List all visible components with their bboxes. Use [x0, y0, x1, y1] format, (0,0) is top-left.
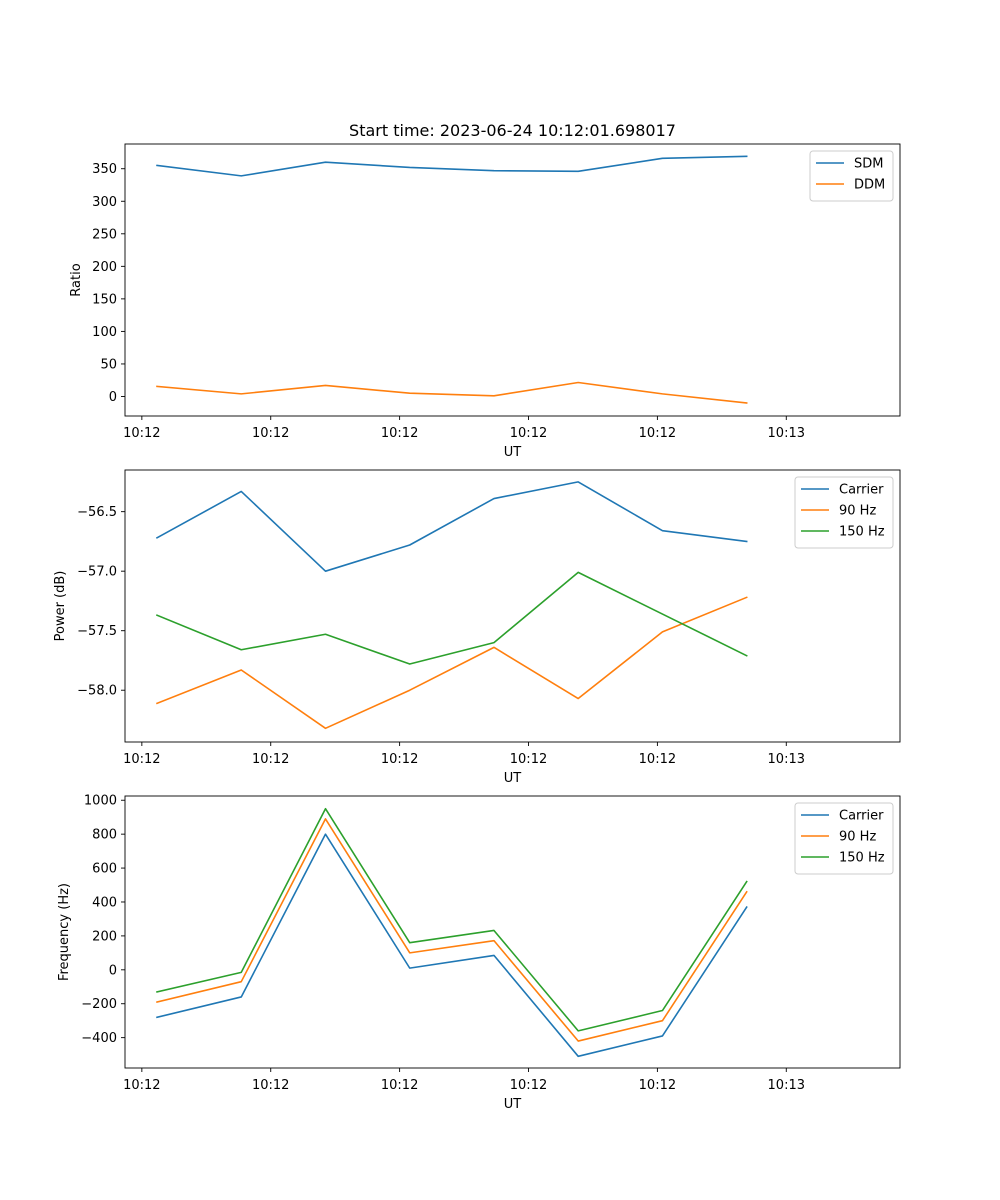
power-series-90-hz-line — [155, 596, 748, 730]
frequency-x-tick-label: 10:12 — [381, 1078, 418, 1093]
power-legend-label-90-hz: 90 Hz — [839, 504, 876, 519]
power-y-axis-label: Power (dB) — [53, 571, 68, 642]
ratio-y-tick-label: 150 — [92, 292, 117, 307]
ratio-y-tick-label: 250 — [92, 227, 117, 242]
ratio-series-sdm-line — [156, 155, 748, 177]
ratio-axes-frame — [124, 143, 901, 417]
frequency-y-tick-label: −400 — [81, 1031, 117, 1046]
frequency-legend-label-carrier: Carrier — [839, 809, 884, 824]
frequency-y-tick-label: 600 — [92, 862, 117, 877]
frequency-y-axis-label: Frequency (Hz) — [57, 883, 72, 981]
frequency-y-tick-label: 200 — [92, 929, 117, 944]
power-y-tick-label: −57.0 — [77, 565, 117, 580]
power-x-tick-label: 10:12 — [381, 752, 418, 767]
frequency-y-tick-label: 1000 — [84, 794, 117, 809]
chart-title: Start time: 2023-06-24 10:12:01.698017 — [349, 121, 676, 140]
frequency-series-90-hz-line — [156, 818, 748, 1042]
ratio-y-tick-label: 350 — [92, 162, 117, 177]
power-legend-label-carrier: Carrier — [839, 483, 884, 498]
power-panel: 10:12 10:12 10:12 10:12 10:12 10:13 −58.0 −57.5… — [53, 469, 901, 786]
frequency-y-tick-label: 400 — [92, 895, 117, 910]
frequency-x-tick-label: 10:12 — [123, 1078, 160, 1093]
ratio-x-tick-label: 10:12 — [123, 426, 160, 441]
frequency-x-tick-label: 10:12 — [252, 1078, 289, 1093]
power-y-tick-label: −58.0 — [77, 684, 117, 699]
ratio-y-tick-label: 200 — [92, 260, 117, 275]
power-series-150-hz-line — [155, 571, 748, 665]
ratio-x-tick-label: 10:12 — [381, 426, 418, 441]
ratio-x-tick-label: 10:12 — [252, 426, 289, 441]
power-axes-frame — [124, 469, 901, 743]
power-x-tick-label: 10:12 — [123, 752, 160, 767]
panels: 10:12 10:12 10:12 10:12 10:12 10:13 0 50 100 150 2… — [53, 143, 901, 1112]
ratio-x-tick-label: 10:12 — [639, 426, 676, 441]
ratio-y-tick-label: 50 — [100, 357, 117, 372]
ratio-legend-label-ddm: DDM — [854, 178, 885, 193]
ratio-x-tick-label: 10:12 — [510, 426, 547, 441]
frequency-y-tick-label: 800 — [92, 828, 117, 843]
power-x-axis-label: UT — [504, 771, 522, 786]
power-x-tick-label: 10:12 — [252, 752, 289, 767]
frequency-axes-frame — [124, 795, 901, 1069]
frequency-legend-label-90-hz: 90 Hz — [839, 830, 876, 845]
ratio-x-tick-label: 10:13 — [768, 426, 805, 441]
frequency-panel: 10:12 10:12 10:12 10:12 10:12 10:13 −400 −200 0 2… — [57, 794, 901, 1112]
power-x-tick-label: 10:12 — [510, 752, 547, 767]
frequency-x-tick-label: 10:13 — [768, 1078, 805, 1093]
ratio-y-tick-label: 100 — [92, 325, 117, 340]
frequency-y-tick-label: 0 — [109, 963, 117, 978]
frequency-series-150-hz-line — [156, 807, 748, 1032]
ratio-x-axis-label: UT — [504, 445, 522, 460]
ratio-y-tick-label: 0 — [109, 390, 117, 405]
power-y-tick-label: −57.5 — [77, 624, 117, 639]
ratio-y-axis-label: Ratio — [69, 263, 84, 296]
frequency-x-axis-label: UT — [504, 1097, 522, 1112]
ratio-series-ddm-line — [156, 381, 748, 404]
power-legend-label-150-hz: 150 Hz — [839, 525, 885, 540]
frequency-x-tick-label: 10:12 — [639, 1078, 676, 1093]
power-x-tick-label: 10:12 — [639, 752, 676, 767]
power-y-tick-label: −56.5 — [77, 505, 117, 520]
frequency-legend: Carrier 90 Hz 150 Hz — [794, 802, 894, 875]
frequency-legend-label-150-hz: 150 Hz — [839, 851, 885, 866]
power-legend: Carrier 90 Hz 150 Hz — [794, 476, 894, 549]
frequency-y-tick-label: −200 — [81, 997, 117, 1012]
frequency-x-tick-label: 10:12 — [510, 1078, 547, 1093]
frequency-series-carrier-line — [156, 833, 748, 1058]
ratio-panel: 10:12 10:12 10:12 10:12 10:12 10:13 0 50 100 150 2… — [69, 143, 901, 460]
power-series-carrier-line — [155, 481, 748, 572]
ratio-legend-label-sdm: SDM — [854, 157, 883, 172]
ratio-y-tick-label: 300 — [92, 195, 117, 210]
ratio-legend: SDM DDM — [809, 150, 894, 202]
power-x-tick-label: 10:13 — [768, 752, 805, 767]
